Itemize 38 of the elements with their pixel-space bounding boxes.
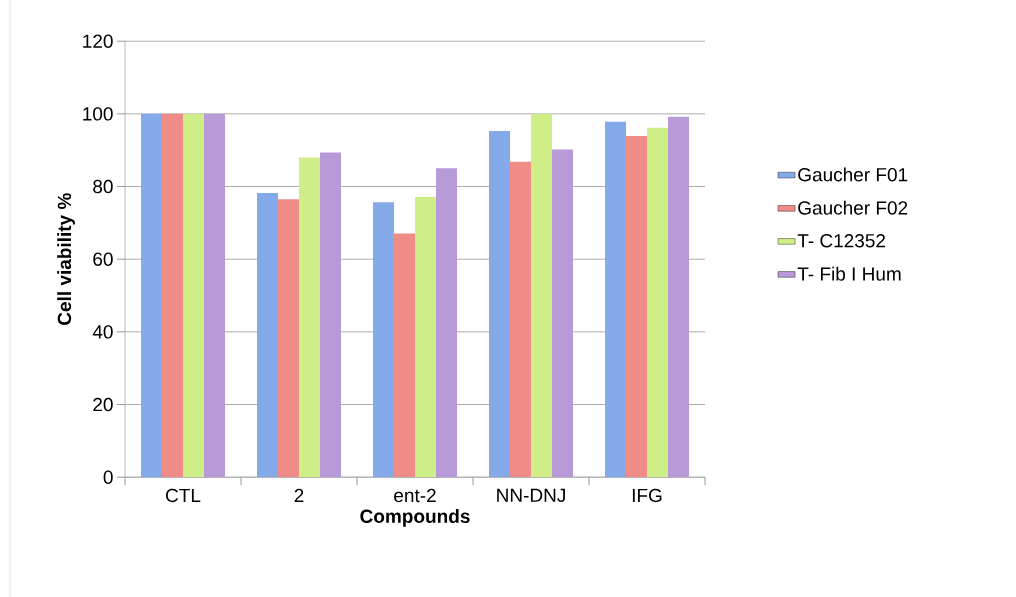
bar bbox=[320, 152, 342, 477]
y-tick-label: 80 bbox=[93, 179, 113, 194]
legend-label: T- Fib I Hum bbox=[797, 266, 901, 281]
bar bbox=[278, 199, 300, 477]
y-tick-label: 60 bbox=[93, 252, 113, 266]
y-tick-label: 20 bbox=[93, 397, 113, 412]
bar bbox=[436, 168, 457, 477]
y-tick-label: 40 bbox=[92, 324, 113, 339]
bar bbox=[257, 192, 279, 477]
bar bbox=[183, 113, 205, 477]
legend-label: Gaucher F01 bbox=[798, 167, 908, 182]
bar bbox=[299, 157, 321, 477]
y-axis-title: Cell viability % bbox=[57, 193, 75, 325]
x-tick-label: ent-2 bbox=[394, 488, 436, 502]
x-tick-label: CTL bbox=[166, 488, 201, 502]
bar bbox=[162, 113, 184, 477]
bar bbox=[605, 121, 626, 477]
x-tick-label: 2 bbox=[294, 488, 304, 502]
x-axis-title: Compounds bbox=[360, 508, 470, 527]
bar bbox=[373, 201, 394, 477]
x-tick-label: IFG bbox=[632, 488, 662, 502]
legend-label: T- C12352 bbox=[797, 233, 886, 248]
bar bbox=[647, 127, 668, 477]
bar bbox=[489, 130, 510, 477]
bar bbox=[394, 233, 415, 477]
bar bbox=[626, 135, 647, 477]
bar bbox=[668, 116, 689, 477]
legend-label: Gaucher F02 bbox=[798, 200, 908, 215]
bar bbox=[204, 113, 226, 477]
bar bbox=[141, 113, 163, 477]
y-tick-label: 0 bbox=[103, 470, 113, 484]
bar bbox=[510, 161, 531, 477]
bar bbox=[531, 113, 552, 477]
y-tick-label: 100 bbox=[83, 106, 113, 121]
bar bbox=[415, 196, 436, 477]
y-tick-label: 120 bbox=[83, 34, 113, 48]
x-tick-label: NN-DNJ bbox=[497, 488, 565, 502]
bar bbox=[552, 149, 573, 477]
